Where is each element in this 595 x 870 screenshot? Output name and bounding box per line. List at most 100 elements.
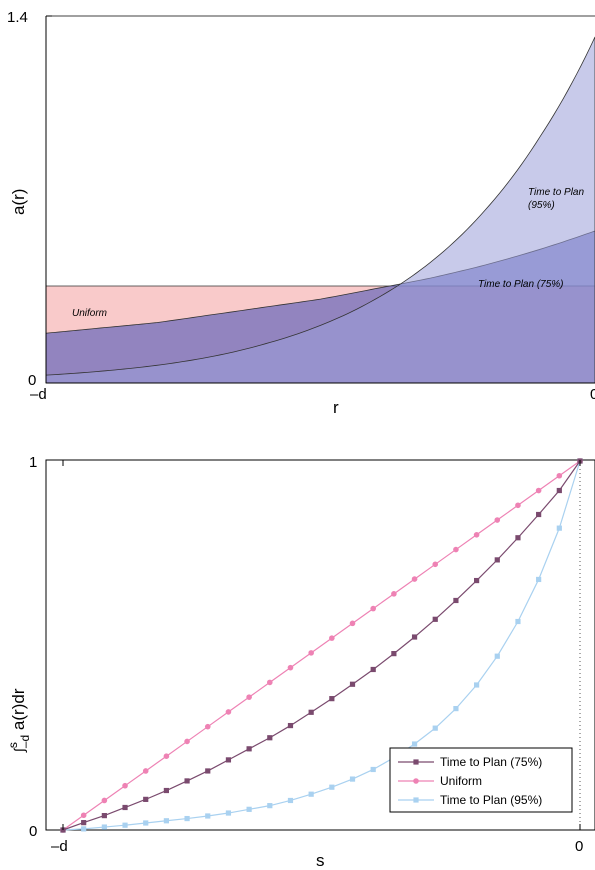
svg-text:∫s–d a(r)dr: ∫s–d a(r)dr [6, 688, 32, 753]
data-point [329, 696, 335, 702]
data-point [473, 532, 480, 538]
data-point [370, 666, 376, 673]
legend-label: Time to Plan (75%) [440, 755, 542, 769]
legend-entry-time-to-plan-95: Time to Plan (95%) [398, 793, 542, 807]
data-point [287, 722, 294, 729]
top-y-tick-label-min: 0 [28, 372, 36, 389]
bottom-chart-series [60, 458, 583, 833]
data-point [122, 782, 128, 789]
data-point [536, 576, 542, 583]
data-point [556, 472, 563, 479]
bottom-x-axis-label: s [316, 851, 325, 870]
data-point [329, 784, 335, 790]
legend-marker [413, 797, 419, 803]
data-point [225, 810, 232, 816]
top-y-tick-label-max: 1.4 [7, 9, 28, 26]
data-point [225, 709, 232, 715]
data-point [515, 502, 521, 509]
data-point [142, 768, 149, 774]
data-point [246, 746, 252, 752]
data-point [143, 820, 149, 826]
data-point [308, 791, 314, 797]
data-point [184, 738, 190, 745]
top-y-axis-label: a(r) [9, 189, 28, 215]
data-point [246, 806, 252, 812]
data-point [391, 651, 397, 657]
annotation-time-to-plan-95-line1: Time to Plan [528, 187, 584, 198]
data-point [267, 803, 273, 809]
legend-label: Time to Plan (95%) [440, 793, 542, 807]
data-point [474, 577, 480, 584]
data-point [81, 820, 87, 826]
bottom-chart: 1 0 –d 0 s ∫s–d a(r)dr Time to Plan (75%… [6, 454, 595, 870]
data-point [184, 778, 190, 784]
data-point [143, 796, 149, 802]
legend-marker [413, 778, 419, 784]
data-point [432, 616, 438, 622]
annotation-uniform: Uniform [72, 308, 107, 319]
data-point [432, 561, 439, 568]
data-point [205, 813, 211, 819]
data-point [184, 815, 190, 822]
legend-box [389, 747, 573, 813]
data-point [267, 679, 273, 686]
ylabel-lower: –d [18, 735, 32, 748]
data-point [453, 546, 459, 553]
ylabel-rest: a(r)dr [9, 688, 28, 735]
annotation-time-to-plan-75: Time to Plan (75%) [478, 279, 564, 290]
data-point [515, 535, 521, 541]
top-chart-areas [45, 36, 595, 384]
top-x-tick-label-left: –d [30, 386, 47, 403]
legend-marker [413, 759, 419, 765]
data-point [163, 753, 170, 759]
bottom-plot-frame [45, 459, 595, 831]
legend-entry-uniform: Uniform [398, 774, 482, 788]
top-x-tick-label-right: 0 [590, 386, 595, 403]
legend-label: Uniform [440, 774, 482, 788]
data-point [81, 826, 87, 832]
data-point [411, 634, 418, 640]
data-point [349, 681, 356, 687]
data-point [535, 487, 542, 494]
data-point [370, 766, 376, 773]
data-point [515, 618, 521, 625]
series-line-time-to-plan-75 [62, 460, 581, 831]
bottom-y-tick-label-max: 1 [29, 454, 37, 471]
data-point [308, 650, 314, 656]
data-point [349, 620, 356, 627]
data-point [308, 709, 314, 715]
bottom-legend: Time to Plan (75%) Uniform Time to Plan (9… [389, 747, 573, 813]
data-point [205, 768, 211, 774]
data-point [101, 797, 108, 804]
series-line-time-to-plan-95 [62, 460, 581, 831]
top-x-axis-label: r [333, 398, 339, 417]
data-point [225, 757, 232, 763]
series-line-uniform [62, 460, 581, 831]
top-chart: 1.4 0 –d 0 r a(r) Uniform Time to Plan (… [7, 9, 595, 417]
data-point [453, 705, 459, 712]
data-point [246, 694, 252, 700]
data-point [474, 682, 480, 688]
data-point [122, 822, 128, 828]
data-point [556, 525, 562, 531]
data-point [411, 741, 418, 747]
data-point [494, 653, 500, 659]
data-point [204, 723, 211, 730]
bottom-y-tick-label-min: 0 [29, 823, 37, 840]
data-point [267, 735, 273, 741]
data-point [122, 804, 128, 811]
data-point [101, 813, 107, 819]
data-point [80, 812, 87, 819]
data-point [494, 557, 500, 563]
legend-entry-time-to-plan-75: Time to Plan (75%) [398, 755, 542, 769]
data-point [370, 605, 377, 612]
bottom-x-tick-label-right: 0 [575, 838, 583, 855]
data-point [163, 818, 169, 824]
series-time-to-plan-75 [60, 458, 583, 833]
bottom-y-axis-label: ∫s–d a(r)dr [6, 688, 32, 753]
data-point [494, 517, 501, 523]
data-point [349, 776, 356, 782]
data-point [101, 824, 107, 830]
bottom-x-tick-label-left: –d [51, 838, 68, 855]
